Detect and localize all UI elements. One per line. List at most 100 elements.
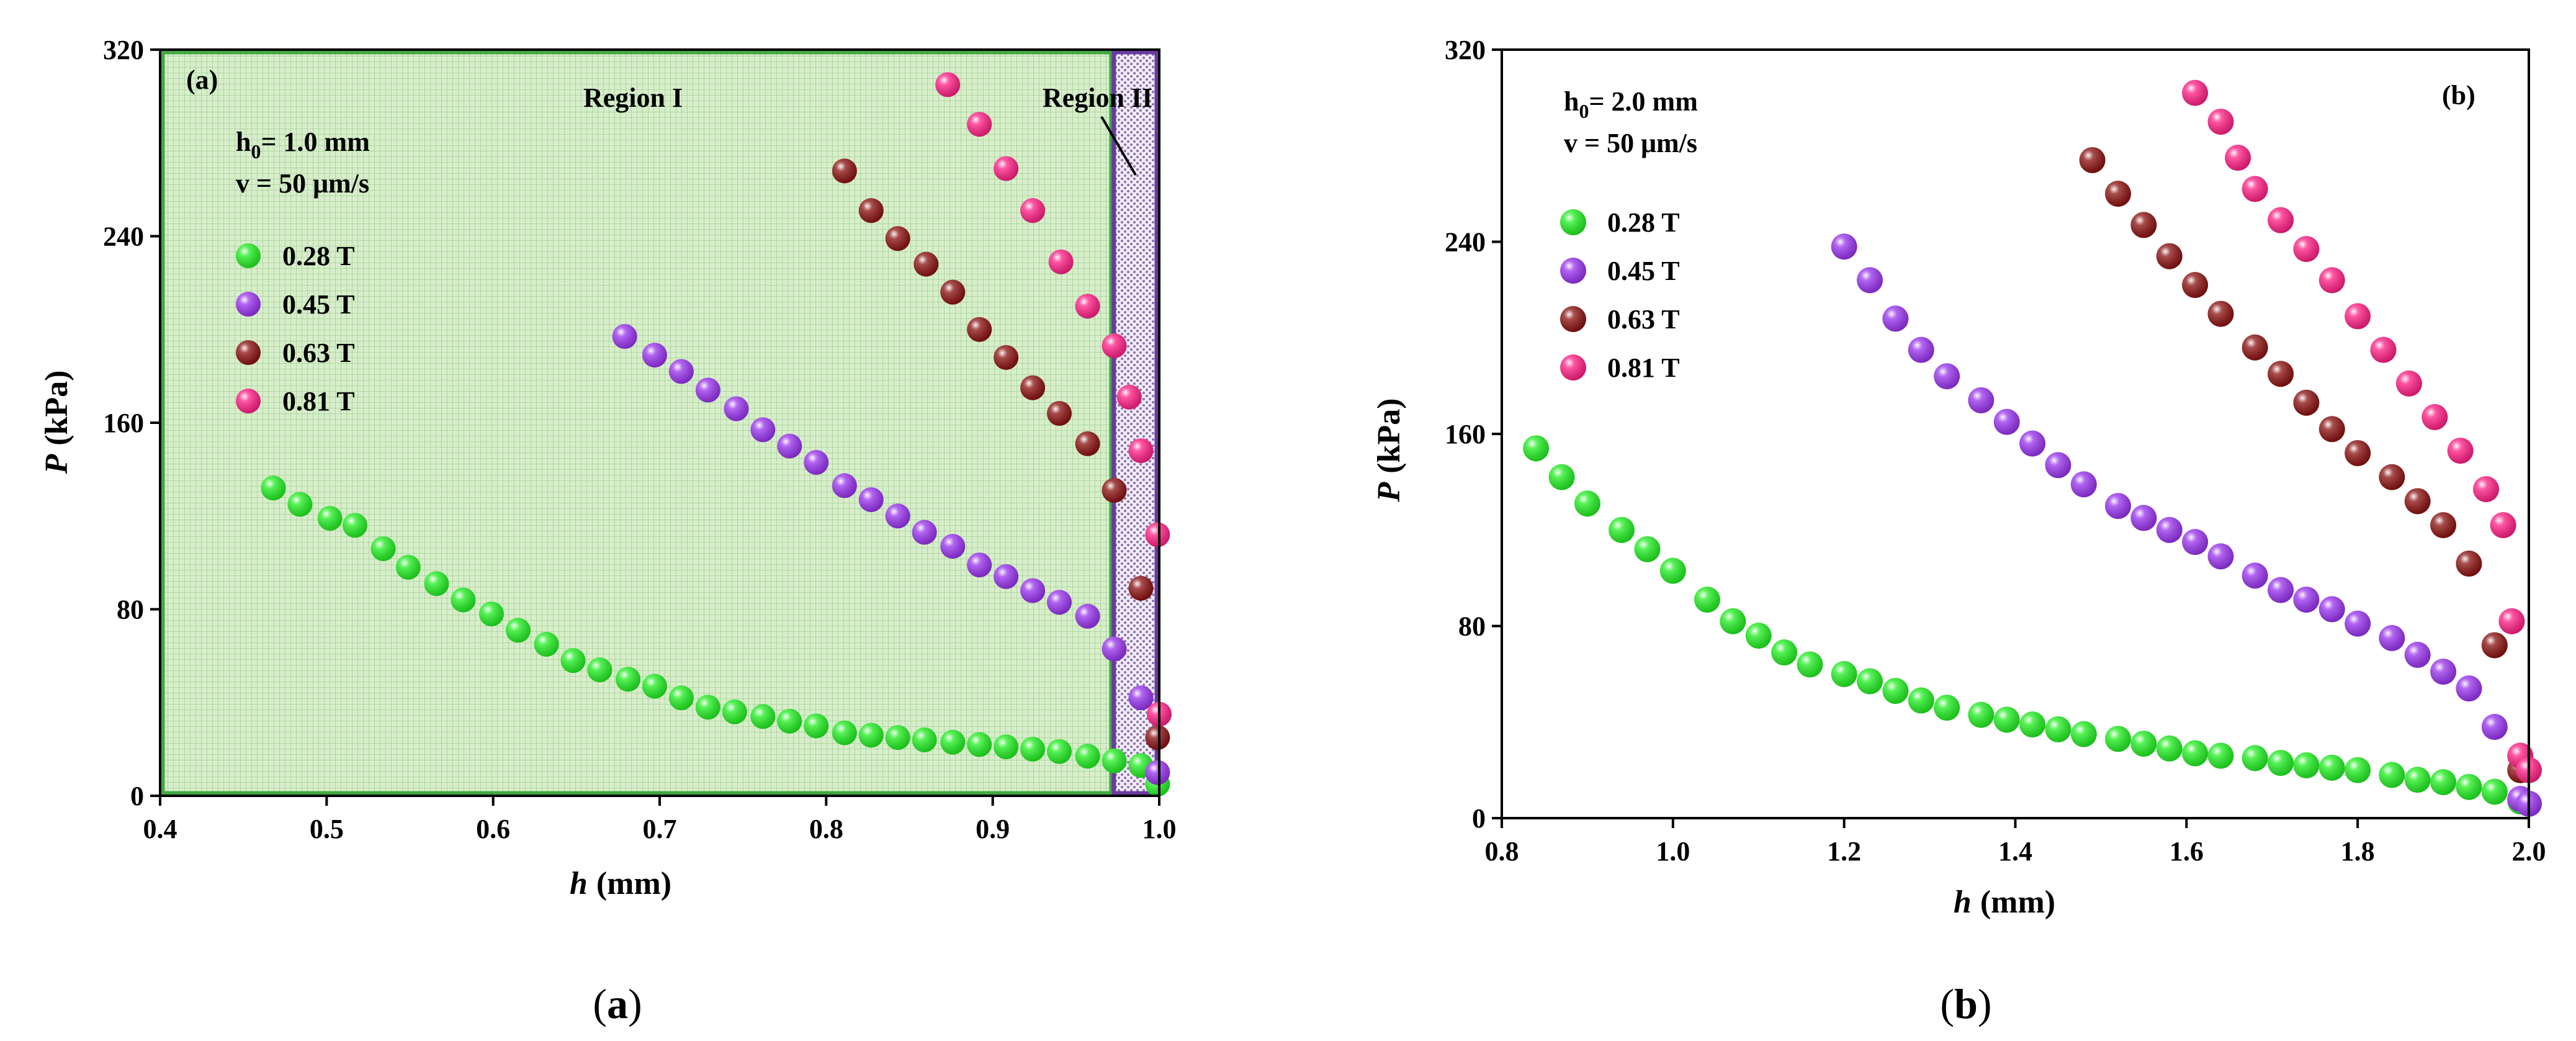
data-point-shine (2182, 740, 2209, 767)
data-point-shine (1831, 660, 1857, 687)
data-point-shine (912, 520, 937, 545)
data-point (913, 251, 939, 277)
data-point (2130, 505, 2157, 531)
data-point-shine (2182, 272, 2209, 299)
legend-marker-shine (236, 243, 261, 268)
data-point-shine (2105, 493, 2131, 520)
data-point (2019, 711, 2046, 738)
data-point (2242, 562, 2268, 589)
data-point-shine (940, 729, 966, 755)
legend-marker (1560, 306, 1586, 332)
plot-frame-b (1501, 48, 2530, 819)
data-point (2070, 721, 2097, 747)
data-point (777, 433, 802, 459)
data-point-shine (1908, 336, 1934, 363)
x-axis-unit-a: (mm) (596, 866, 671, 901)
caption-a-open: ( (593, 980, 607, 1027)
data-point-shine (2105, 181, 2131, 207)
data-point-shine (994, 564, 1019, 589)
data-point (1145, 725, 1170, 750)
data-point (1993, 408, 2020, 435)
data-point (642, 343, 667, 368)
legend-marker (236, 389, 261, 413)
x-tick-label: 0.4 (143, 814, 177, 844)
series-063t (2079, 146, 2534, 783)
y-axis-var-b: P (1371, 482, 1407, 503)
data-point-shine (967, 552, 992, 578)
param-h0-symbol: h (236, 127, 251, 157)
data-point (722, 699, 747, 724)
data-point (2345, 439, 2371, 466)
data-point-shine (2395, 370, 2422, 397)
data-point (2242, 176, 2268, 202)
legend-marker-shine (1560, 354, 1586, 381)
data-point-shine (858, 487, 884, 512)
data-point-shine (1659, 557, 1686, 584)
data-point (1882, 677, 1909, 704)
data-point-shine (1116, 384, 1142, 410)
data-point (2207, 543, 2234, 570)
x-axis-var-a: h (570, 866, 588, 901)
data-point (1745, 622, 1772, 649)
legend-label: 0.81 T (282, 386, 355, 417)
data-point (2019, 430, 2046, 457)
y-tick-label: 80 (1458, 611, 1486, 642)
data-point (2318, 416, 2345, 443)
data-point-shine (1047, 739, 1072, 764)
data-point-shine (2404, 767, 2431, 793)
data-point (424, 571, 449, 597)
data-point-shine (967, 112, 992, 137)
data-point (2456, 773, 2482, 800)
data-point-shine (395, 554, 421, 580)
data-point (2318, 754, 2345, 781)
data-point-shine (1968, 387, 1995, 413)
data-point-shine (724, 396, 749, 421)
x-tick-label: 0.5 (310, 814, 344, 844)
x-tick-label: 0.8 (1485, 836, 1519, 867)
data-point-shine (2242, 176, 2268, 202)
data-point (1128, 575, 1154, 601)
data-point (2182, 79, 2209, 106)
data-point-shine (1968, 701, 1995, 728)
data-point (804, 713, 829, 739)
data-point-shine (2079, 146, 2106, 173)
data-point-shine (1102, 748, 1127, 773)
data-point-shine (1523, 435, 1550, 462)
data-point (885, 503, 910, 529)
data-points-b (1523, 79, 2542, 817)
data-point (2268, 361, 2294, 387)
y-tick-label: 240 (1445, 227, 1486, 258)
data-point-shine (2473, 475, 2500, 502)
data-point (804, 449, 829, 475)
data-point (317, 506, 343, 531)
data-point (2242, 745, 2268, 772)
data-point-shine (885, 725, 910, 750)
x-tick-label: 1.6 (2170, 836, 2204, 867)
data-point (967, 317, 992, 342)
legend-label: 0.45 T (282, 289, 355, 320)
x-axis-var-b: h (1954, 885, 1972, 920)
data-point (2379, 624, 2405, 651)
x-axis-label-a: h (mm) (570, 866, 671, 901)
data-point (695, 695, 720, 720)
data-point-shine (1745, 622, 1772, 649)
x-tick-label: 0.9 (976, 814, 1010, 844)
data-point (2404, 767, 2431, 793)
data-point-shine (451, 587, 476, 613)
data-point-shine (2182, 79, 2209, 106)
data-point-shine (1694, 586, 1720, 613)
param-h0-value: = 1.0 mm (261, 127, 369, 157)
data-point-shine (1574, 490, 1600, 517)
data-point-shine (1609, 516, 1635, 543)
data-point-shine (885, 503, 910, 529)
data-point-shine (2318, 754, 2345, 781)
data-point (1145, 760, 1170, 785)
param-v-a: v = 50 μm/s (236, 168, 369, 199)
data-point-shine (1857, 668, 1883, 695)
data-point (668, 685, 694, 711)
data-point-shine (668, 359, 694, 384)
data-point-shine (2105, 726, 2131, 752)
data-point-shine (2225, 145, 2251, 171)
series-028t (261, 475, 1170, 797)
data-point-shine (2404, 641, 2431, 668)
